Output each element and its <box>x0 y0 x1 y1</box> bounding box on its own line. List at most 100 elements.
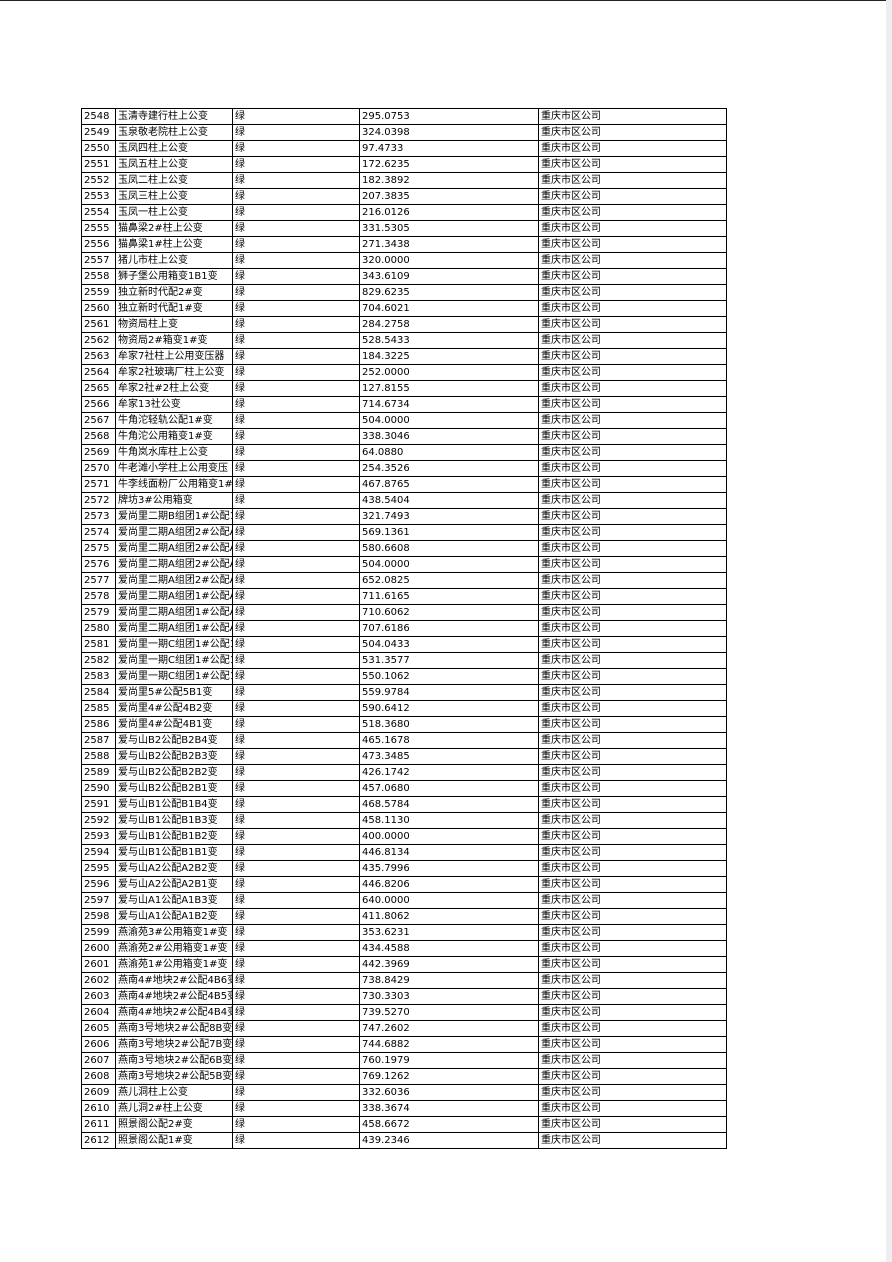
row-id: 2572 <box>81 492 116 509</box>
company: 重庆市区公司 <box>538 140 727 157</box>
value: 438.5404 <box>359 492 539 509</box>
row-id: 2559 <box>81 284 116 301</box>
value: 127.8155 <box>359 380 539 397</box>
station-name: 爱尚里二期B组团1#公配1 <box>115 508 233 525</box>
company: 重庆市区公司 <box>538 940 727 957</box>
status: 绿 <box>232 684 360 701</box>
table-row: 2576 爱尚里二期A组团2#公配A 绿 504.0000 重庆市区公司 <box>81 556 727 573</box>
station-name: 猫鼻梁2#柱上公变 <box>115 220 233 237</box>
table-row: 2583 爱尚里一期C组团1#公配1 绿 550.1062 重庆市区公司 <box>81 668 727 685</box>
table-row: 2607 燕南3号地块2#公配6B变绿 760.1979 重庆市区公司 <box>81 1052 727 1069</box>
value: 457.0680 <box>359 780 539 797</box>
value: 439.2346 <box>359 1132 539 1149</box>
company: 重庆市区公司 <box>538 108 727 125</box>
company: 重庆市区公司 <box>538 1132 727 1149</box>
table-row: 2555 猫鼻梁2#柱上公变绿 331.5305 重庆市区公司 <box>81 220 727 237</box>
company: 重庆市区公司 <box>538 1020 727 1037</box>
table-row: 2562 物资局2#箱变1#变绿 528.5433 重庆市区公司 <box>81 332 727 349</box>
status: 绿 <box>232 844 360 861</box>
station-name: 爱尚里4#公配4B1变 <box>115 716 233 733</box>
company: 重庆市区公司 <box>538 588 727 605</box>
status: 绿 <box>232 620 360 637</box>
company: 重庆市区公司 <box>538 508 727 525</box>
value: 271.3438 <box>359 236 539 253</box>
status: 绿 <box>232 124 360 141</box>
company: 重庆市区公司 <box>538 748 727 765</box>
row-id: 2567 <box>81 412 116 429</box>
status: 绿 <box>232 940 360 957</box>
table-row: 2549 玉泉敬老院柱上公变绿 324.0398 重庆市区公司 <box>81 124 727 141</box>
row-id: 2606 <box>81 1036 116 1053</box>
value: 559.9784 <box>359 684 539 701</box>
value: 760.1979 <box>359 1052 539 1069</box>
table-row: 2592 爱与山B1公配B1B3变绿 458.1130 重庆市区公司 <box>81 812 727 829</box>
table-row: 2593 爱与山B1公配B1B2变绿 400.0000 重庆市区公司 <box>81 828 727 845</box>
row-id: 2590 <box>81 780 116 797</box>
company: 重庆市区公司 <box>538 364 727 381</box>
table-row: 2601 燕渝苑1#公用箱变1#变绿 442.3969 重庆市区公司 <box>81 956 727 973</box>
status: 绿 <box>232 828 360 845</box>
status: 绿 <box>232 812 360 829</box>
value: 446.8206 <box>359 876 539 893</box>
station-name: 燕南3号地块2#公配7B变 <box>115 1036 233 1053</box>
table-row: 2606 燕南3号地块2#公配7B变绿 744.6882 重庆市区公司 <box>81 1036 727 1053</box>
value: 738.8429 <box>359 972 539 989</box>
value: 216.0126 <box>359 204 539 221</box>
value: 829.6235 <box>359 284 539 301</box>
value: 254.3526 <box>359 460 539 477</box>
table-row: 2582 爱尚里一期C组团1#公配1 绿 531.3577 重庆市区公司 <box>81 652 727 669</box>
company: 重庆市区公司 <box>538 1084 727 1101</box>
company: 重庆市区公司 <box>538 1100 727 1117</box>
value: 504.0433 <box>359 636 539 653</box>
value: 434.4588 <box>359 940 539 957</box>
status: 绿 <box>232 188 360 205</box>
status: 绿 <box>232 332 360 349</box>
table-row: 2574 爱尚里二期A组团2#公配A 绿 569.1361 重庆市区公司 <box>81 524 727 541</box>
row-id: 2588 <box>81 748 116 765</box>
table-row: 2561 物资局柱上变绿 284.2758 重庆市区公司 <box>81 316 727 333</box>
row-id: 2602 <box>81 972 116 989</box>
company: 重庆市区公司 <box>538 188 727 205</box>
value: 458.1130 <box>359 812 539 829</box>
company: 重庆市区公司 <box>538 860 727 877</box>
table-row: 2553 玉凤三柱上公变绿 207.3835 重庆市区公司 <box>81 188 727 205</box>
row-id: 2571 <box>81 476 116 493</box>
row-id: 2598 <box>81 908 116 925</box>
company: 重庆市区公司 <box>538 236 727 253</box>
status: 绿 <box>232 700 360 717</box>
value: 182.3892 <box>359 172 539 189</box>
row-id: 2548 <box>81 108 116 125</box>
table-row: 2589 爱与山B2公配B2B2变绿 426.1742 重庆市区公司 <box>81 764 727 781</box>
station-name: 燕南3号地块2#公配8B变 <box>115 1020 233 1037</box>
row-id: 2578 <box>81 588 116 605</box>
status: 绿 <box>232 876 360 893</box>
value: 338.3674 <box>359 1100 539 1117</box>
value: 411.8062 <box>359 908 539 925</box>
status: 绿 <box>232 652 360 669</box>
table-row: 2552 玉凤二柱上公变绿 182.3892 重庆市区公司 <box>81 172 727 189</box>
table-row: 2578 爱尚里二期A组团1#公配A 绿 711.6165 重庆市区公司 <box>81 588 727 605</box>
status: 绿 <box>232 1020 360 1037</box>
company: 重庆市区公司 <box>538 636 727 653</box>
value: 64.0880 <box>359 444 539 461</box>
row-id: 2611 <box>81 1116 116 1133</box>
company: 重庆市区公司 <box>538 156 727 173</box>
value: 580.6608 <box>359 540 539 557</box>
station-name: 爱与山B1公配B1B3变 <box>115 812 233 829</box>
company: 重庆市区公司 <box>538 524 727 541</box>
value: 710.6062 <box>359 604 539 621</box>
status: 绿 <box>232 572 360 589</box>
status: 绿 <box>232 524 360 541</box>
table-row: 2548 玉清寺建行柱上公变绿 295.0753 重庆市区公司 <box>81 108 727 125</box>
table-row: 2605 燕南3号地块2#公配8B变绿 747.2602 重庆市区公司 <box>81 1020 727 1037</box>
company: 重庆市区公司 <box>538 396 727 413</box>
table-row: 2612 照景阁公配1#变绿 439.2346 重庆市区公司 <box>81 1132 727 1149</box>
value: 284.2758 <box>359 316 539 333</box>
status: 绿 <box>232 1100 360 1117</box>
station-name: 燕南4#地块2#公配4B6变 <box>115 972 233 989</box>
row-id: 2595 <box>81 860 116 877</box>
company: 重庆市区公司 <box>538 892 727 909</box>
value: 184.3225 <box>359 348 539 365</box>
station-name: 爱与山B2公配B2B2变 <box>115 764 233 781</box>
row-id: 2597 <box>81 892 116 909</box>
